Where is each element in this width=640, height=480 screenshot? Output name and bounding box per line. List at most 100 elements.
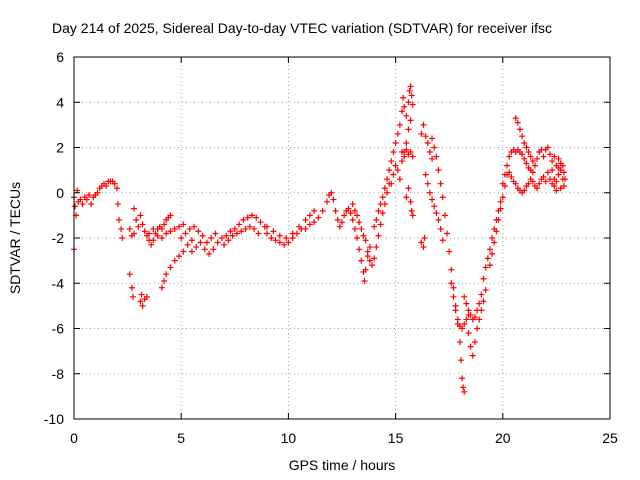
data-point-plus	[519, 133, 526, 140]
data-point-plus	[384, 176, 391, 183]
data-point-plus	[366, 257, 373, 264]
data-point-plus	[531, 162, 538, 169]
data-point-plus	[551, 176, 558, 183]
data-point-plus	[150, 237, 157, 244]
data-point-plus	[555, 164, 562, 171]
data-point-plus	[433, 153, 440, 160]
data-point-plus	[521, 155, 528, 162]
data-point-plus	[549, 158, 556, 165]
data-point-plus	[474, 325, 481, 332]
data-point-plus	[214, 239, 221, 246]
data-point-plus	[86, 192, 93, 199]
y-tick-label: -2	[52, 230, 65, 246]
data-point-plus	[373, 244, 380, 251]
data-point-plus	[315, 214, 322, 221]
data-point-plus	[405, 185, 412, 192]
data-point-plus	[403, 139, 410, 146]
data-point-plus	[406, 87, 413, 94]
data-point-plus	[501, 171, 508, 178]
data-point-plus	[167, 264, 174, 271]
data-point-plus	[508, 173, 515, 180]
data-point-plus	[334, 216, 341, 223]
data-point-plus	[364, 248, 371, 255]
data-point-plus	[319, 207, 326, 214]
data-point-plus	[361, 277, 368, 284]
data-point-plus	[407, 117, 414, 124]
data-point-plus	[525, 149, 532, 156]
data-point-plus	[536, 180, 543, 187]
data-point-plus	[388, 158, 395, 165]
data-point-plus	[283, 235, 290, 241]
data-point-plus	[426, 189, 433, 196]
x-tick-label: 20	[495, 430, 511, 446]
data-point-plus	[408, 207, 415, 214]
data-point-plus	[330, 196, 337, 203]
data-point-plus	[375, 232, 382, 239]
data-point-plus	[180, 221, 187, 228]
data-point-plus	[424, 139, 431, 146]
data-point-plus	[158, 284, 165, 291]
data-point-plus	[238, 228, 245, 235]
data-point-plus	[551, 182, 558, 189]
data-point-plus	[377, 201, 384, 208]
data-point-plus	[512, 115, 519, 122]
data-point-plus	[246, 223, 253, 230]
data-point-plus	[139, 302, 146, 309]
data-point-plus	[296, 223, 303, 230]
data-point-plus	[482, 287, 489, 294]
data-point-plus	[534, 155, 541, 162]
data-point-plus	[405, 99, 412, 106]
x-tick-label: 25	[602, 430, 618, 446]
chart-title: Day 214 of 2025, Sidereal Day-to-day VTE…	[52, 20, 552, 36]
data-point-plus	[396, 176, 403, 183]
data-point-plus	[270, 228, 277, 235]
data-point-plus	[360, 232, 367, 239]
data-point-plus	[435, 167, 442, 174]
data-point-plus	[465, 307, 472, 314]
data-point-plus	[272, 237, 279, 244]
data-point-plus	[523, 144, 530, 151]
data-point-plus	[422, 133, 429, 140]
data-point-plus	[332, 207, 339, 214]
data-point-plus	[263, 223, 270, 230]
data-point-plus	[401, 103, 408, 110]
data-point-plus	[450, 284, 457, 291]
data-point-plus	[336, 223, 343, 230]
data-point-plus	[212, 230, 219, 237]
data-point-plus	[306, 212, 313, 219]
data-point-plus	[493, 228, 500, 235]
data-point-plus	[489, 250, 496, 257]
data-point-plus	[371, 223, 378, 230]
data-point-plus	[225, 237, 232, 244]
data-point-plus	[486, 246, 493, 253]
data-point-plus	[176, 253, 183, 260]
data-point-plus	[471, 314, 478, 321]
data-point-plus	[77, 196, 84, 203]
data-point-plus	[311, 207, 318, 214]
data-point-plus	[94, 189, 101, 196]
data-point-plus	[128, 284, 135, 291]
data-point-plus	[499, 180, 506, 187]
data-point-plus	[394, 167, 401, 174]
data-point-plus	[323, 198, 330, 205]
data-point-plus	[429, 196, 436, 203]
data-point-plus	[302, 216, 309, 223]
data-point-plus	[454, 316, 461, 323]
data-point-plus	[482, 264, 489, 271]
data-point-plus	[356, 219, 363, 226]
data-point-plus	[401, 153, 408, 160]
data-point-plus	[373, 216, 380, 223]
data-point-plus	[199, 232, 206, 239]
data-point-plus	[158, 225, 165, 232]
data-point-plus	[236, 221, 243, 228]
data-point-plus	[439, 194, 446, 201]
data-point-plus	[362, 266, 369, 273]
data-point-plus	[441, 212, 448, 219]
data-point-plus	[186, 225, 193, 232]
data-point-plus	[497, 205, 504, 212]
data-point-plus	[478, 307, 485, 314]
data-point-plus	[521, 187, 528, 194]
data-point-plus	[180, 248, 187, 255]
data-point-plus	[381, 185, 388, 192]
x-tick-label: 10	[281, 430, 297, 446]
